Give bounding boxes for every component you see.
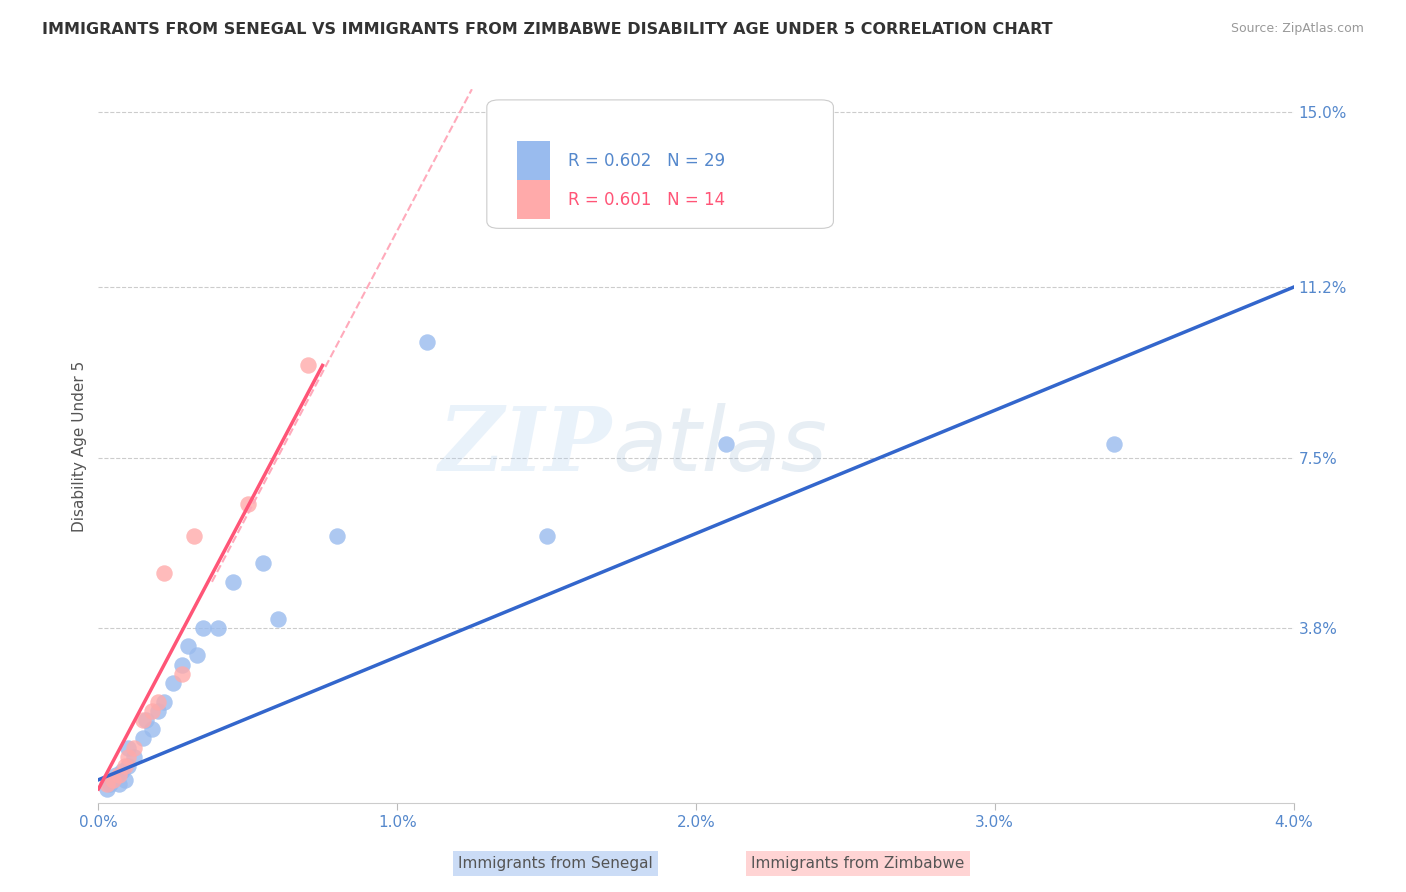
Point — [103, 772, 125, 787]
Point — [96, 782, 118, 797]
Point — [191, 621, 214, 635]
Point — [132, 731, 155, 746]
Point — [117, 749, 139, 764]
FancyBboxPatch shape — [517, 141, 550, 180]
Text: Source: ZipAtlas.com: Source: ZipAtlas.com — [1230, 22, 1364, 36]
Point — [162, 676, 184, 690]
Point — [183, 529, 205, 543]
Point — [177, 640, 200, 654]
Y-axis label: Disability Age Under 5: Disability Age Under 5 — [72, 360, 87, 532]
Point — [416, 335, 439, 350]
Text: ZIP: ZIP — [439, 403, 613, 489]
FancyBboxPatch shape — [517, 180, 550, 219]
Point — [153, 566, 176, 580]
Point — [108, 768, 131, 782]
Point — [124, 740, 146, 755]
Point — [141, 704, 163, 718]
Point — [222, 574, 245, 589]
Text: Immigrants from Zimbabwe: Immigrants from Zimbabwe — [751, 856, 965, 871]
Point — [267, 612, 290, 626]
Point — [98, 777, 122, 791]
Point — [114, 759, 136, 773]
Point — [114, 772, 136, 787]
Point — [297, 359, 319, 373]
Point — [536, 529, 558, 543]
Point — [252, 557, 274, 571]
Point — [207, 621, 229, 635]
Point — [326, 529, 349, 543]
Point — [186, 648, 208, 663]
Point — [135, 713, 157, 727]
Text: IMMIGRANTS FROM SENEGAL VS IMMIGRANTS FROM ZIMBABWE DISABILITY AGE UNDER 5 CORRE: IMMIGRANTS FROM SENEGAL VS IMMIGRANTS FR… — [42, 22, 1053, 37]
Point — [236, 497, 259, 511]
Point — [153, 694, 176, 708]
Point — [172, 657, 194, 672]
Point — [172, 666, 194, 681]
Point — [96, 777, 118, 791]
Point — [1102, 436, 1125, 450]
Point — [132, 713, 155, 727]
Point — [148, 704, 170, 718]
Point — [117, 759, 139, 773]
Text: R = 0.602   N = 29: R = 0.602 N = 29 — [568, 152, 725, 169]
Point — [124, 749, 146, 764]
Point — [108, 777, 131, 791]
Point — [105, 768, 128, 782]
Text: R = 0.601   N = 14: R = 0.601 N = 14 — [568, 191, 725, 209]
Point — [103, 772, 125, 787]
Point — [148, 694, 170, 708]
Point — [714, 436, 737, 450]
Text: Immigrants from Senegal: Immigrants from Senegal — [458, 856, 652, 871]
FancyBboxPatch shape — [486, 100, 834, 228]
Text: atlas: atlas — [613, 403, 827, 489]
Point — [117, 740, 139, 755]
Point — [141, 722, 163, 736]
Point — [111, 764, 134, 778]
